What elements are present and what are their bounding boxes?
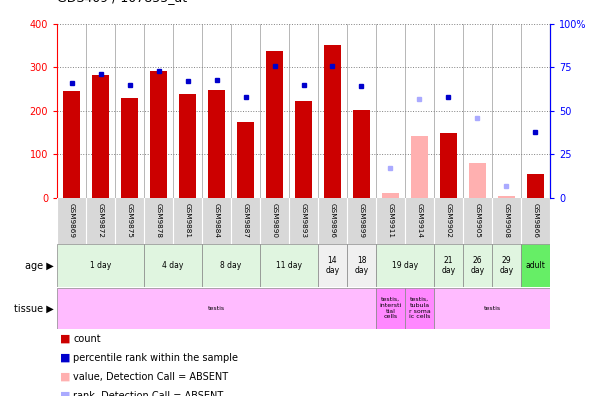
Text: ■: ■: [60, 333, 70, 344]
Text: GSM9875: GSM9875: [127, 203, 133, 238]
FancyBboxPatch shape: [434, 244, 463, 287]
Text: age ▶: age ▶: [25, 261, 54, 271]
Text: testis: testis: [208, 306, 225, 311]
Text: ■: ■: [60, 390, 70, 396]
Bar: [208, 90, 225, 198]
Text: testis,
intersti
tial
cells: testis, intersti tial cells: [379, 297, 401, 320]
Text: GSM9911: GSM9911: [388, 203, 394, 238]
FancyBboxPatch shape: [405, 288, 434, 329]
Bar: [353, 110, 370, 198]
Text: GSM9902: GSM9902: [445, 203, 451, 238]
FancyBboxPatch shape: [434, 288, 550, 329]
Text: count: count: [73, 333, 101, 344]
Text: ■: ■: [60, 371, 70, 382]
Text: 1 day: 1 day: [90, 261, 111, 270]
Text: GSM9905: GSM9905: [474, 203, 480, 238]
Bar: [121, 98, 138, 198]
Text: 29
day: 29 day: [499, 256, 513, 275]
Text: GSM9878: GSM9878: [156, 203, 162, 238]
Text: 18
day: 18 day: [355, 256, 368, 275]
Text: 21
day: 21 day: [441, 256, 456, 275]
Text: GSM9866: GSM9866: [532, 203, 538, 238]
Bar: [179, 94, 197, 198]
FancyBboxPatch shape: [492, 244, 521, 287]
Bar: [237, 122, 254, 198]
Text: 11 day: 11 day: [276, 261, 302, 270]
Bar: [324, 45, 341, 198]
Text: 14
day: 14 day: [325, 256, 340, 275]
Text: GDS409 / 107855_at: GDS409 / 107855_at: [57, 0, 188, 4]
Text: GSM9899: GSM9899: [358, 203, 364, 238]
Bar: [92, 75, 109, 198]
Text: GSM9893: GSM9893: [300, 203, 307, 238]
Text: GSM9881: GSM9881: [185, 203, 191, 238]
Text: value, Detection Call = ABSENT: value, Detection Call = ABSENT: [73, 371, 228, 382]
FancyBboxPatch shape: [347, 244, 376, 287]
FancyBboxPatch shape: [57, 244, 144, 287]
Text: GSM9896: GSM9896: [329, 203, 335, 238]
Text: rank, Detection Call = ABSENT: rank, Detection Call = ABSENT: [73, 390, 224, 396]
Text: adult: adult: [525, 261, 545, 270]
Text: 19 day: 19 day: [392, 261, 418, 270]
Text: GSM9869: GSM9869: [69, 203, 75, 238]
FancyBboxPatch shape: [144, 244, 202, 287]
FancyBboxPatch shape: [202, 244, 260, 287]
FancyBboxPatch shape: [318, 244, 347, 287]
Bar: [295, 101, 312, 198]
Text: GSM9872: GSM9872: [97, 203, 103, 238]
Text: GSM9884: GSM9884: [213, 203, 219, 238]
Text: GSM9887: GSM9887: [243, 203, 249, 238]
Text: testis: testis: [483, 306, 501, 311]
Bar: [469, 163, 486, 198]
Text: GSM9914: GSM9914: [416, 203, 423, 238]
FancyBboxPatch shape: [521, 244, 550, 287]
Bar: [410, 136, 428, 198]
Bar: [440, 133, 457, 198]
FancyBboxPatch shape: [463, 244, 492, 287]
Text: 8 day: 8 day: [221, 261, 242, 270]
Bar: [266, 51, 283, 198]
Text: ■: ■: [60, 352, 70, 363]
Text: GSM9890: GSM9890: [272, 203, 278, 238]
FancyBboxPatch shape: [57, 198, 550, 244]
Text: percentile rank within the sample: percentile rank within the sample: [73, 352, 239, 363]
FancyBboxPatch shape: [260, 244, 318, 287]
Bar: [150, 71, 167, 198]
Text: 26
day: 26 day: [471, 256, 484, 275]
Text: GSM9908: GSM9908: [504, 203, 510, 238]
Bar: [63, 91, 81, 198]
FancyBboxPatch shape: [376, 288, 405, 329]
Text: tissue ▶: tissue ▶: [14, 303, 54, 313]
Text: testis,
tubula
r soma
ic cells: testis, tubula r soma ic cells: [409, 297, 430, 320]
FancyBboxPatch shape: [57, 288, 376, 329]
Bar: [382, 193, 399, 198]
Bar: [526, 174, 544, 198]
Bar: [498, 196, 515, 198]
Text: 4 day: 4 day: [162, 261, 184, 270]
FancyBboxPatch shape: [376, 244, 434, 287]
